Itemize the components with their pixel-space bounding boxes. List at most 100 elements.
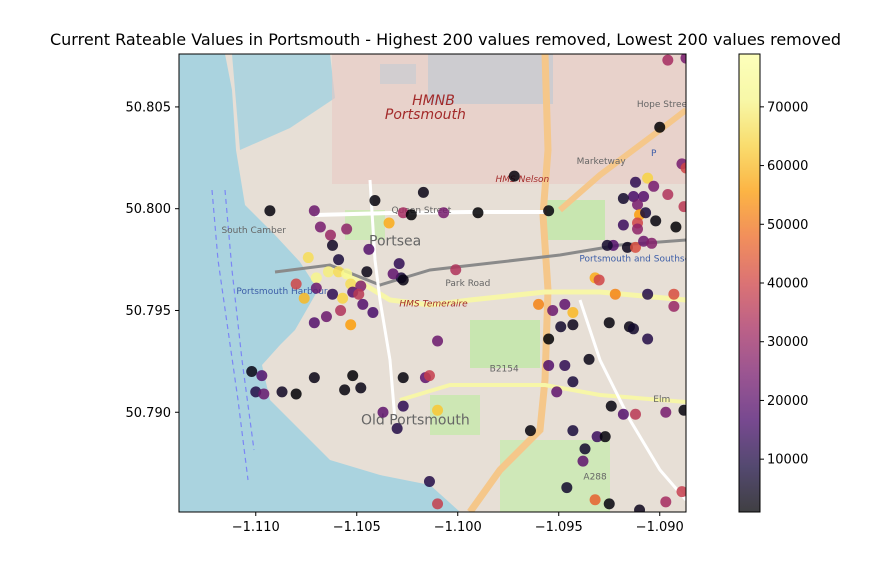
scatter-point: [417, 186, 429, 198]
scatter-point: [630, 408, 642, 420]
scatter-point: [524, 425, 536, 437]
x-tick-label: −1.110: [232, 520, 280, 535]
scatter-point: [543, 205, 555, 217]
dock-water: [232, 54, 335, 150]
scatter-point: [335, 304, 347, 316]
scatter-point: [593, 274, 605, 286]
scatter-point: [355, 382, 367, 394]
scatter-point: [561, 482, 573, 494]
scatter-point: [327, 288, 339, 300]
scatter-point: [642, 288, 654, 300]
street-2: [368, 179, 397, 421]
scatter-point: [642, 333, 654, 345]
colorbar-tick-label: 70000: [767, 100, 808, 115]
scatter-point: [363, 243, 375, 255]
x-axis: −1.110 −1.105 −1.100 −1.095 −1.090: [232, 512, 684, 535]
scatter-point: [367, 307, 379, 319]
scatter-point: [341, 268, 353, 280]
scatter-point: [308, 317, 320, 329]
scatter-point: [603, 498, 615, 510]
main-road-4: [399, 383, 686, 404]
scatter-point: [678, 404, 686, 416]
scatter-point: [432, 404, 444, 416]
scatter-point: [579, 443, 591, 455]
scatter-point: [660, 406, 672, 418]
scatter-point: [533, 298, 545, 310]
scatter-point: [423, 475, 435, 487]
ferry-route: [211, 189, 249, 481]
scatter-point: [290, 388, 302, 400]
scatter-point: [601, 239, 613, 251]
scatter-point: [567, 425, 579, 437]
scatter-point: [603, 317, 615, 329]
chart-title: Current Rateable Values in Portsmouth - …: [49, 30, 842, 49]
scatter-point: [322, 266, 334, 278]
scatter-point: [345, 319, 357, 331]
scatter-point: [668, 300, 680, 312]
scatter-point: [617, 408, 629, 420]
scatter-point: [450, 264, 462, 276]
scatter-point: [654, 121, 666, 133]
y-axis: 50.790 50.795 50.800 50.805: [126, 100, 179, 421]
scatter-point: [324, 229, 336, 241]
navy-base-area: [332, 54, 686, 184]
map-label: B2154: [490, 365, 519, 375]
map-label: A288: [583, 472, 607, 482]
map-label: Queen Street: [391, 206, 451, 216]
colorbar-tick-label: 60000: [767, 159, 808, 174]
x-tick-label: −1.090: [636, 520, 684, 535]
scatter-point: [627, 190, 639, 202]
scatter-point: [405, 209, 417, 221]
scatter-point: [341, 223, 353, 235]
scatter-point: [567, 319, 579, 331]
scatter-point: [369, 195, 381, 207]
scatter-point: [508, 170, 520, 182]
scatter-point: [543, 359, 555, 371]
scatter-point: [337, 292, 349, 304]
map-label: Portsmouth and Southsea: [579, 255, 695, 265]
harbour-water: [179, 54, 460, 512]
street-3: [578, 299, 686, 501]
y-tick-label: 50.805: [126, 100, 172, 115]
scatter-point: [632, 199, 644, 211]
scatter-point: [353, 288, 365, 300]
scatter-point: [617, 193, 629, 205]
colorbar-tick-label: 20000: [767, 394, 808, 409]
scatter-point: [646, 237, 658, 249]
colorbar-tick-label: 40000: [767, 277, 808, 292]
scatter-point: [310, 282, 322, 294]
scatter-point: [589, 494, 601, 506]
scatter-point: [314, 221, 326, 233]
scatter-point: [333, 254, 345, 266]
scatter-point: [302, 252, 314, 264]
scatter-point: [627, 323, 639, 335]
main-road-2: [558, 107, 686, 213]
map-label: Hope Street: [637, 100, 691, 110]
y-tick-label: 50.790: [126, 406, 172, 421]
scatter-point: [567, 307, 579, 319]
scatter-point: [357, 298, 369, 310]
scatter-point: [650, 215, 662, 227]
scatter-point: [617, 219, 629, 231]
street-queen: [314, 210, 545, 217]
map-label: Portsmouth: [385, 107, 466, 123]
scatter-point: [678, 201, 686, 213]
scatter-point: [423, 370, 435, 382]
map-label: South Camber: [221, 226, 286, 236]
park-area: [470, 320, 540, 368]
scatter-point: [290, 278, 302, 290]
scatter-point: [642, 172, 654, 184]
map-label: HMS Nelson: [495, 175, 549, 185]
scatter-point: [680, 54, 686, 64]
scatter-point: [438, 207, 450, 219]
scatter-point: [668, 288, 680, 300]
scatter-point: [551, 386, 563, 398]
scatter-point: [256, 370, 268, 382]
scatter-point: [310, 272, 322, 284]
scatter-point: [632, 223, 644, 235]
colorbar-tick-label: 10000: [767, 453, 808, 468]
scatter-point: [258, 388, 270, 400]
scatter-point: [391, 423, 403, 435]
